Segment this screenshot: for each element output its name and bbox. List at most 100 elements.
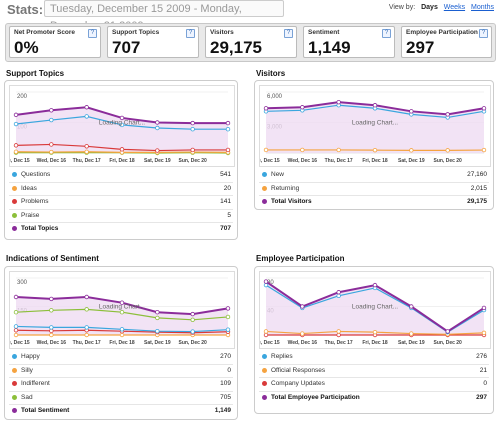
data-point <box>263 329 269 334</box>
view-by-label: View by: <box>388 4 416 11</box>
help-icon[interactable]: ? <box>88 29 97 38</box>
data-point <box>263 279 269 284</box>
x-tick-label: Wed, Dec 16 <box>37 340 67 346</box>
item-label: Total Topics <box>21 225 59 233</box>
data-point <box>49 108 54 113</box>
data-point <box>225 127 231 132</box>
help-icon[interactable]: ? <box>284 29 293 38</box>
item-value: 21 <box>479 366 487 374</box>
data-point <box>49 296 54 302</box>
list-item[interactable]: Official Responses 21 <box>259 365 489 379</box>
data-point <box>49 149 54 155</box>
data-point <box>336 329 341 334</box>
section-title-sentiment: Indications of Sentiment <box>6 254 99 263</box>
data-point <box>13 143 19 148</box>
item-value: 270 <box>220 353 231 360</box>
view-days-link[interactable]: Days <box>421 4 438 11</box>
data-point <box>13 332 19 338</box>
x-tick-label: Tue, Dec 15 <box>10 158 30 164</box>
list-item[interactable]: Company Updates 0 <box>259 378 489 392</box>
list-item[interactable]: Praise 5 <box>9 210 233 224</box>
section-title-visitors: Visitors <box>256 69 286 78</box>
list-item[interactable]: Silly 0 <box>9 365 233 379</box>
x-tick-label: Fri, Dec 18 <box>109 340 135 346</box>
data-point <box>155 148 160 153</box>
area-fill <box>266 102 484 153</box>
data-point <box>190 329 195 334</box>
item-value: 109 <box>220 380 231 388</box>
list-item[interactable]: Ideas 20 <box>9 183 233 197</box>
stat-label: Visitors <box>210 29 234 36</box>
data-point <box>84 114 89 119</box>
stat-label: Sentiment <box>308 29 340 36</box>
data-point <box>372 329 378 335</box>
section-title-employee: Employee Participation <box>256 254 345 263</box>
stat-label: Support Topics <box>112 29 160 36</box>
data-point <box>190 120 195 126</box>
stat-support-topics: Support Topics 707 ? <box>107 26 199 58</box>
area-fill <box>16 107 228 153</box>
item-label: Returning <box>271 184 300 192</box>
x-tick-label: Sun, Dec 20 <box>433 158 462 164</box>
list-item[interactable]: Problems 141 <box>9 196 233 210</box>
list-item[interactable]: New 27,160 <box>259 169 489 183</box>
data-point <box>155 310 160 315</box>
total-row: Total Sentiment 1,149 <box>9 405 233 418</box>
help-icon[interactable]: ? <box>186 29 195 38</box>
view-months-link[interactable]: Months <box>471 4 494 11</box>
item-label: Total Sentiment <box>21 407 70 415</box>
item-label: Official Responses <box>271 366 326 374</box>
data-point <box>225 306 231 311</box>
item-value: 2,015 <box>470 184 487 192</box>
x-tick-label: Sat, Dec 19 <box>144 340 171 346</box>
data-point <box>190 317 195 322</box>
series-dot-icon <box>12 185 17 191</box>
list-item[interactable]: Sad 705 <box>9 392 233 406</box>
data-point <box>155 120 160 125</box>
data-point <box>263 332 269 338</box>
series-dot-icon <box>12 381 17 387</box>
series-dot-icon <box>12 226 17 232</box>
data-point <box>481 330 487 336</box>
data-point <box>119 300 125 305</box>
help-icon[interactable]: ? <box>382 29 391 38</box>
data-point <box>300 147 305 153</box>
list-item[interactable]: Returning 2,015 <box>259 183 489 197</box>
area-fill <box>16 297 228 335</box>
item-value: 29,175 <box>467 198 487 206</box>
section-title-support: Support Topics <box>6 69 65 78</box>
view-by-control: View by: Days Weeks Months <box>385 4 494 11</box>
data-point <box>49 308 54 313</box>
data-point <box>13 328 19 333</box>
data-point <box>336 147 341 153</box>
series-dot-icon <box>262 367 267 373</box>
view-weeks-link[interactable]: Weeks <box>443 4 466 11</box>
list-item[interactable]: Questions 541 <box>9 169 233 183</box>
help-icon[interactable]: ? <box>479 29 488 38</box>
data-point <box>190 127 195 132</box>
data-point <box>336 290 341 295</box>
series-dot-icon <box>12 408 17 414</box>
list-item[interactable]: Replies 276 <box>259 351 489 365</box>
item-label: Ideas <box>21 184 37 192</box>
stat-value: 707 <box>112 38 141 57</box>
page-title: Stats: <box>7 2 44 17</box>
list-item[interactable]: Happy 270 <box>9 351 233 365</box>
total-row: Total Employee Participation 297 <box>259 392 489 405</box>
data-point <box>300 105 305 110</box>
x-tick-label: Wed, Dec 16 <box>37 158 67 164</box>
series-dot-icon <box>262 172 267 177</box>
x-tick-label: Sun, Dec 20 <box>178 158 207 164</box>
data-point <box>336 332 341 338</box>
loading-label: Loading Chart... <box>352 120 398 127</box>
item-value: 141 <box>220 198 231 206</box>
data-point <box>481 147 487 153</box>
list-item[interactable]: Indifferent 109 <box>9 378 233 392</box>
date-range-field[interactable]: Tuesday, December 15 2009 - Monday, Dece… <box>44 0 284 32</box>
legend-table-visitors: New 27,160 Returning 2,015 Total Visitors 2… <box>259 169 489 209</box>
series-dot-icon <box>262 381 267 387</box>
